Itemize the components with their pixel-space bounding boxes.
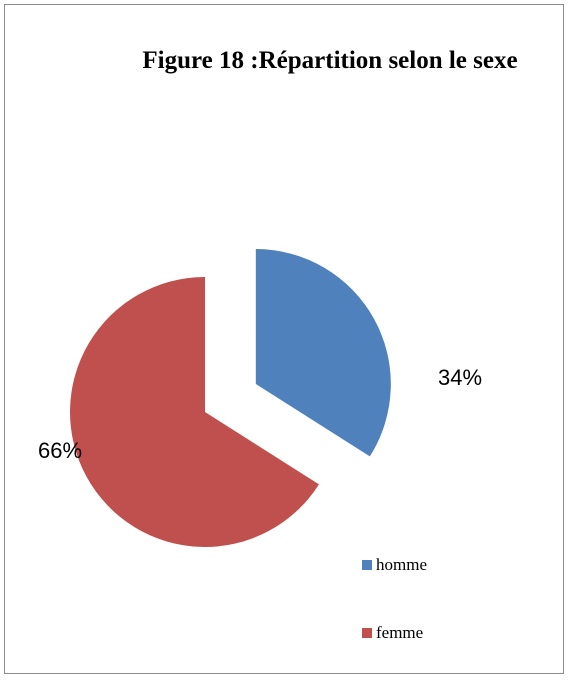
- legend-item-femme: femme: [362, 620, 427, 646]
- legend-swatch-homme: [362, 560, 372, 570]
- legend-item-homme: homme: [362, 552, 427, 578]
- legend-label-homme: homme: [376, 555, 427, 574]
- legend-swatch-femme: [362, 628, 372, 638]
- data-label-homme: 34%: [438, 365, 482, 390]
- pie-slice-femme: [70, 277, 319, 547]
- chart-legend: homme femme: [362, 552, 427, 688]
- pie-slice-homme: [255, 249, 391, 457]
- chart-title: Figure 18 :Répartition selon le sexe: [142, 47, 518, 74]
- legend-label-femme: femme: [376, 623, 424, 642]
- data-label-femme: 66%: [38, 438, 82, 463]
